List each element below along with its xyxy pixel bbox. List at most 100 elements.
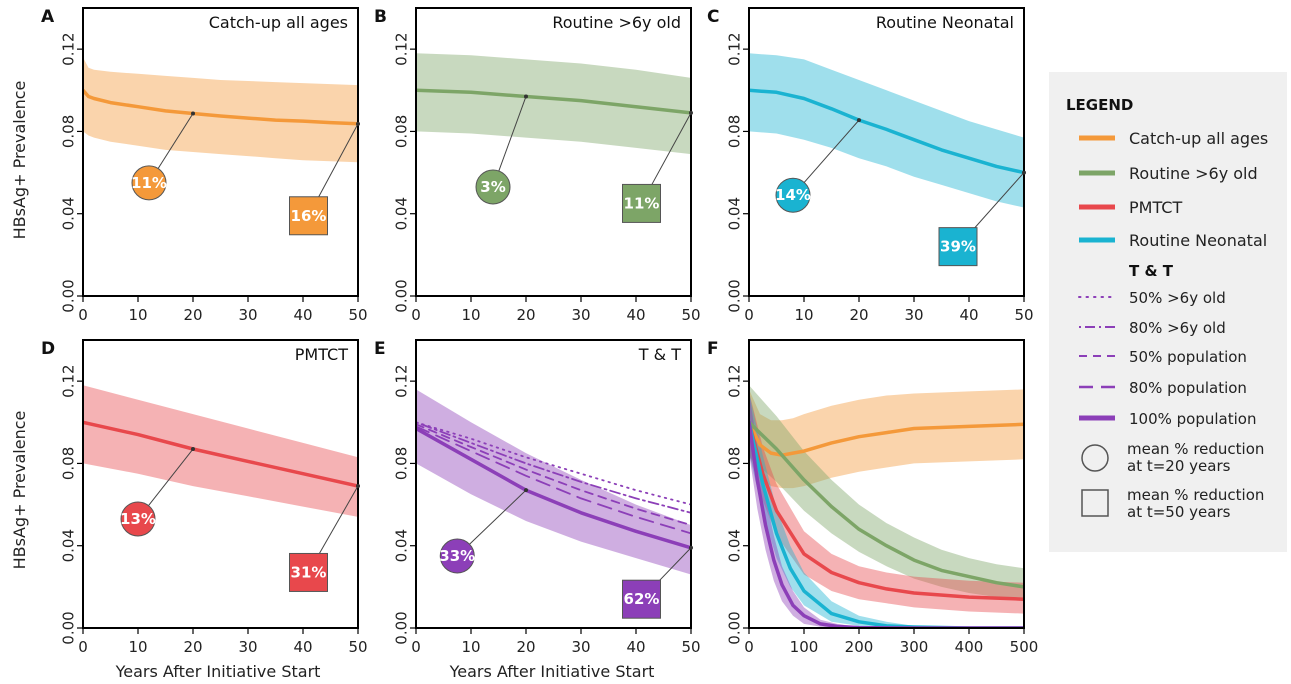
legend-circle-marker bbox=[1081, 444, 1109, 472]
y-tick-label: 0.00 bbox=[726, 279, 744, 312]
x-tick-label: 30 bbox=[571, 638, 590, 656]
y-tick-label: 0.12 bbox=[726, 32, 744, 65]
reduction-square bbox=[622, 579, 661, 619]
x-tick-label: 50 bbox=[348, 638, 367, 656]
reduction-square bbox=[289, 196, 328, 236]
series-line-1 bbox=[416, 421, 691, 514]
x-tick-label: 20 bbox=[183, 638, 202, 656]
y-tick-label: 0.12 bbox=[393, 364, 411, 397]
reduction-square-label: 62% bbox=[624, 590, 660, 608]
x-tick-label: 40 bbox=[293, 306, 312, 324]
reduction-square bbox=[622, 183, 661, 223]
x-tick-label: 30 bbox=[238, 638, 257, 656]
panel-letter: D bbox=[41, 339, 55, 359]
x-tick-label: 0 bbox=[78, 306, 88, 324]
panel-frame bbox=[748, 7, 1025, 297]
x-tick-label: 50 bbox=[1014, 306, 1033, 324]
x-tick-label: 100 bbox=[790, 638, 819, 656]
reduction-square-label: 39% bbox=[940, 238, 976, 256]
band-1 bbox=[749, 385, 1024, 602]
series-line-3 bbox=[416, 425, 691, 535]
panel-title: Routine Neonatal bbox=[876, 13, 1014, 32]
panel-frame bbox=[415, 7, 692, 297]
legend-square-label-2: at t=50 years bbox=[1127, 503, 1231, 521]
x-tick-label: 300 bbox=[900, 638, 929, 656]
plot-area bbox=[83, 57, 358, 163]
square-target-dot bbox=[356, 484, 360, 489]
plot-area bbox=[749, 385, 1024, 628]
series-line-2 bbox=[749, 420, 1024, 601]
legend-label-tt-80-pop: 80% population bbox=[1129, 379, 1247, 397]
legend-label-catchup: Catch-up all ages bbox=[1129, 129, 1268, 148]
x-tick-label: 30 bbox=[238, 306, 257, 324]
legend-heading: LEGEND bbox=[1066, 96, 1133, 114]
y-axis-title-top: HBsAg+ Prevalence bbox=[10, 81, 29, 240]
x-tick-label: 0 bbox=[744, 306, 754, 324]
reduction-circle bbox=[131, 165, 167, 201]
x-axis-title-left: Years After Initiative Start bbox=[115, 662, 321, 681]
x-tick-label: 30 bbox=[571, 306, 590, 324]
x-tick-label: 200 bbox=[845, 638, 874, 656]
panel-letter: E bbox=[374, 339, 386, 359]
panel-b: 0 10 20 30 40 50 0.00 0.04 0.08 0.12 B Routine >6y … bbox=[374, 7, 701, 324]
reduction-circle-label: 14% bbox=[775, 186, 811, 204]
reduction-square-label: 31% bbox=[291, 563, 327, 581]
square-target-dot bbox=[689, 110, 693, 115]
y-tick-label: 0.12 bbox=[60, 32, 78, 65]
y-axis-title-bottom: HBsAg+ Prevalence bbox=[10, 411, 29, 570]
legend-label-neonatal: Routine Neonatal bbox=[1129, 231, 1267, 250]
x-tick-label: 0 bbox=[744, 638, 754, 656]
legend-label-tt-80-6y: 80% >6y old bbox=[1129, 319, 1226, 337]
reduction-square bbox=[289, 552, 328, 592]
x-tick-label: 0 bbox=[78, 638, 88, 656]
square-target-dot bbox=[356, 121, 360, 126]
series-line-0 bbox=[416, 88, 691, 115]
y-tick-label: 0.00 bbox=[393, 611, 411, 644]
reduction-circle-label: 33% bbox=[439, 547, 475, 565]
legend-label-tt-100-pop: 100% population bbox=[1129, 410, 1256, 428]
legend-square-label-1: mean % reduction bbox=[1127, 486, 1264, 504]
y-tick-label: 0.08 bbox=[60, 115, 78, 148]
reduction-square bbox=[938, 227, 978, 267]
y-tick-label: 0.04 bbox=[393, 529, 411, 562]
band-0 bbox=[416, 53, 691, 155]
band-0 bbox=[83, 57, 358, 163]
y-tick-label: 0.08 bbox=[60, 447, 78, 480]
y-tick-label: 0.08 bbox=[726, 447, 744, 480]
square-target-dot bbox=[1022, 170, 1026, 175]
x-tick-label: 10 bbox=[128, 638, 147, 656]
x-tick-label: 10 bbox=[461, 306, 480, 324]
reduction-circle-label: 11% bbox=[131, 174, 167, 192]
reduction-circle bbox=[475, 169, 511, 205]
legend-background bbox=[1049, 72, 1287, 552]
x-tick-label: 40 bbox=[626, 638, 645, 656]
x-tick-label: 20 bbox=[516, 638, 535, 656]
legend-label-tt-50-pop: 50% population bbox=[1129, 348, 1247, 366]
panel-d: 0 10 20 30 40 50 0.00 0.04 0.08 0.12 D PMTCT 13% 31% bbox=[41, 339, 368, 656]
panel-frame bbox=[415, 339, 692, 629]
panel-e: 0 10 20 30 40 50 0.00 0.04 0.08 0.12 E T & T 33% 62% bbox=[374, 339, 701, 656]
reduction-circle bbox=[120, 501, 156, 537]
panel-title: PMTCT bbox=[295, 345, 348, 364]
y-tick-label: 0.00 bbox=[60, 279, 78, 312]
legend-label-tt-50-6y: 50% >6y old bbox=[1129, 289, 1226, 307]
panel-title: Catch-up all ages bbox=[209, 13, 348, 32]
y-tick-label: 0.00 bbox=[60, 611, 78, 644]
x-tick-label: 20 bbox=[849, 306, 868, 324]
x-tick-label: 40 bbox=[293, 638, 312, 656]
x-tick-label: 50 bbox=[681, 306, 700, 324]
x-tick-label: 30 bbox=[904, 306, 923, 324]
y-tick-label: 0.04 bbox=[60, 529, 78, 562]
panel-letter: B bbox=[374, 7, 387, 27]
plot-area bbox=[83, 385, 358, 517]
reduction-circle bbox=[775, 177, 811, 213]
legend-label-routine6: Routine >6y old bbox=[1129, 164, 1258, 183]
band-0 bbox=[83, 385, 358, 517]
x-tick-label: 20 bbox=[183, 306, 202, 324]
plot-area bbox=[416, 389, 691, 575]
legend-square-marker bbox=[1081, 489, 1109, 517]
series-line-1 bbox=[749, 420, 1024, 589]
x-tick-label: 40 bbox=[959, 306, 978, 324]
x-tick-label: 50 bbox=[681, 638, 700, 656]
